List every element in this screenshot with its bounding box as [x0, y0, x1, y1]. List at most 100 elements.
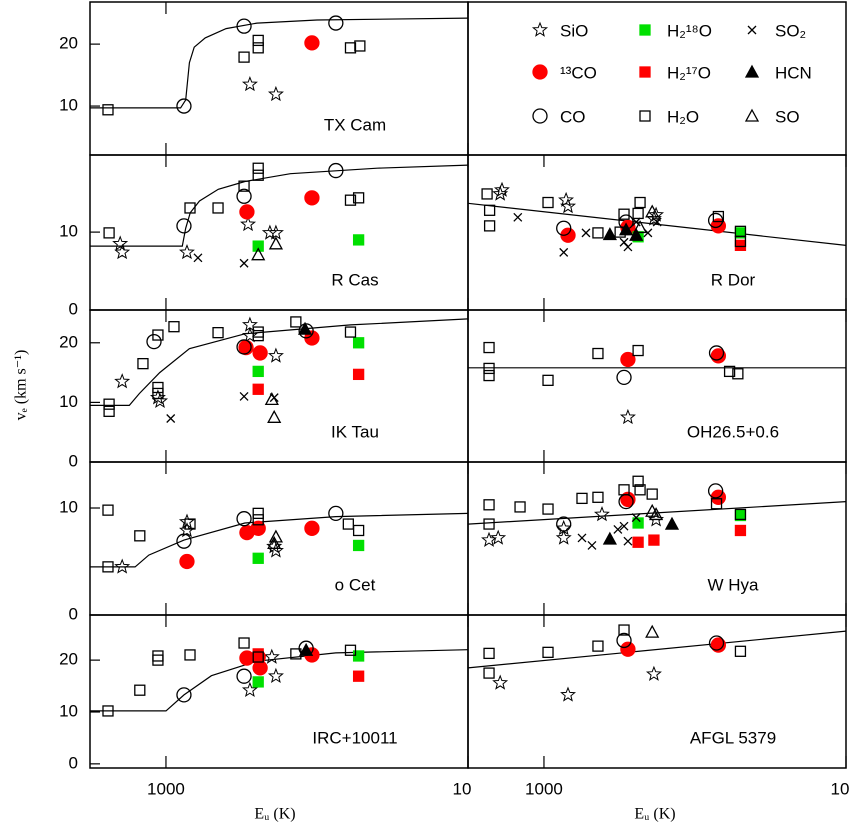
- data-point: [352, 234, 365, 246]
- legend-marker: [639, 110, 651, 122]
- panel-frame: [467, 309, 847, 463]
- data-point: [513, 212, 523, 222]
- data-point: [352, 368, 365, 381]
- data-point: [352, 539, 365, 552]
- legend-label: CO: [560, 107, 586, 126]
- data-point: [152, 387, 164, 400]
- data-point: [708, 635, 725, 651]
- data-point: [137, 357, 149, 370]
- y-tick-label: 10: [59, 392, 78, 411]
- data-point: [734, 239, 747, 252]
- data-point: [266, 538, 283, 554]
- data-point: [344, 644, 357, 656]
- data-point: [252, 42, 264, 54]
- data-point: [328, 15, 344, 31]
- data-point: [652, 217, 662, 227]
- data-point: [556, 516, 572, 532]
- data-point: [252, 660, 268, 676]
- data-point: [241, 327, 258, 343]
- data-point: [114, 558, 131, 574]
- data-point: [103, 227, 115, 239]
- legend-marker: [639, 66, 651, 78]
- data-point: [542, 374, 554, 386]
- data-point: [261, 224, 278, 240]
- data-point: [648, 206, 665, 222]
- x-tick-label: 1000: [147, 779, 185, 798]
- data-point: [252, 329, 264, 342]
- data-point: [178, 513, 195, 529]
- data-point: [632, 220, 648, 234]
- data-point: [239, 258, 249, 268]
- legend-label: ¹³CO: [560, 63, 597, 82]
- y-tick-label: 0: [69, 451, 78, 470]
- data-point: [556, 220, 572, 236]
- data-point: [618, 484, 630, 496]
- data-point: [592, 640, 604, 652]
- data-point: [559, 247, 569, 257]
- data-point: [252, 162, 264, 174]
- data-point: [252, 365, 264, 378]
- panel: 0 10 20 1000 10 IRC+10011: [59, 614, 471, 798]
- data-point: [634, 484, 646, 496]
- data-point: [481, 188, 493, 200]
- data-point: [344, 326, 357, 338]
- data-point: [645, 624, 660, 638]
- data-point: [483, 220, 496, 232]
- data-point: [267, 535, 282, 549]
- data-point: [252, 648, 264, 660]
- data-point: [236, 511, 252, 527]
- data-point: [252, 552, 264, 564]
- data-point: [632, 517, 644, 529]
- data-point: [629, 227, 644, 241]
- panel-label: AFGL 5379: [690, 728, 776, 747]
- data-point: [212, 202, 224, 214]
- data-point: [708, 345, 725, 361]
- data-point: [342, 518, 354, 530]
- data-point: [184, 202, 196, 214]
- data-point: [577, 533, 587, 543]
- panel-frame: [467, 154, 847, 311]
- model-curve: [467, 630, 847, 669]
- data-point: [152, 381, 164, 394]
- data-point: [241, 75, 258, 92]
- data-point: [304, 35, 320, 51]
- x-tick-label: 1000: [525, 779, 563, 798]
- data-point: [492, 185, 509, 201]
- data-point: [252, 676, 264, 688]
- data-point: [252, 34, 264, 47]
- data-point: [102, 504, 114, 516]
- data-point: [304, 190, 320, 206]
- model-curve: [90, 512, 469, 568]
- data-point: [483, 667, 495, 679]
- data-point: [664, 516, 680, 530]
- data-point: [252, 507, 264, 520]
- data-point: [239, 204, 255, 220]
- data-point: [634, 196, 646, 209]
- data-point: [151, 392, 169, 409]
- data-point: [252, 169, 264, 181]
- data-point: [344, 42, 357, 54]
- data-point: [193, 253, 203, 263]
- data-point: [102, 104, 114, 116]
- y-tick-label: 20: [59, 650, 78, 669]
- data-point: [152, 650, 164, 662]
- data-point: [514, 501, 526, 513]
- data-point: [263, 648, 280, 664]
- data-point: [297, 321, 313, 335]
- data-point: [645, 204, 660, 218]
- data-point: [114, 244, 131, 260]
- data-point: [645, 665, 662, 681]
- data-point: [618, 208, 630, 220]
- data-point: [619, 521, 629, 531]
- data-point: [620, 491, 636, 508]
- x-axis-title: Eᵤ (K): [634, 806, 675, 823]
- model-curve: [90, 17, 469, 109]
- data-point: [179, 553, 195, 570]
- data-point: [103, 398, 115, 410]
- data-point: [352, 670, 365, 682]
- data-point: [166, 414, 176, 423]
- data-point: [152, 329, 164, 341]
- y-tick-label: 10: [59, 497, 78, 516]
- data-point: [710, 637, 727, 653]
